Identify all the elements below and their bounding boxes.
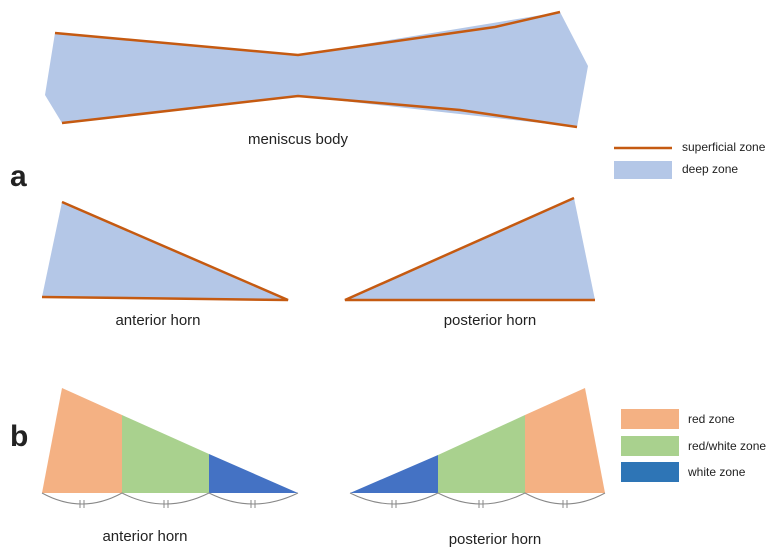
- arcs: [349, 492, 606, 505]
- red-zone: [525, 388, 605, 493]
- legend-text: superficial zone: [682, 140, 766, 154]
- body-label: meniscus body: [248, 131, 349, 148]
- red-zone: [42, 388, 122, 493]
- superficial-top: [54, 10, 561, 57]
- red-white-zone: [438, 415, 525, 493]
- panel-label: b: [10, 420, 28, 453]
- tick-marks: [391, 500, 568, 508]
- anterior-edge: [41, 200, 289, 302]
- posterior-label: posterior horn: [449, 531, 542, 548]
- legend-swatch: [614, 161, 672, 179]
- posterior-edge: [344, 196, 595, 302]
- legend-text: red zone: [688, 412, 735, 426]
- legend-text: white zone: [687, 465, 746, 479]
- anterior-label: anterior horn: [102, 528, 187, 545]
- legend-swatch: [621, 462, 679, 482]
- legend-text: deep zone: [682, 162, 738, 176]
- white-zone: [350, 455, 438, 493]
- meniscus-body-deep: [45, 12, 588, 127]
- superficial-bottom: [61, 94, 578, 129]
- anterior-deep: [42, 202, 288, 300]
- legend-swatch: [621, 436, 679, 456]
- panel-label: a: [10, 160, 27, 193]
- legend-text: red/white zone: [688, 439, 766, 453]
- anterior-label: anterior horn: [115, 312, 200, 329]
- white-zone: [209, 454, 298, 493]
- posterior-deep: [345, 198, 595, 300]
- posterior-label: posterior horn: [444, 312, 537, 329]
- red-white-zone: [122, 415, 209, 493]
- arcs: [41, 492, 299, 505]
- tick-marks: [79, 500, 256, 508]
- legend-swatch: [621, 409, 679, 429]
